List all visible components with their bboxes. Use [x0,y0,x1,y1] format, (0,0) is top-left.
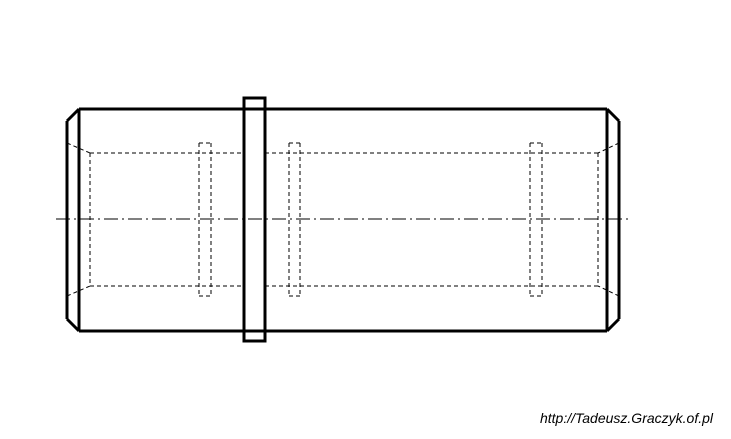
credit-url: http://Tadeusz.Graczyk.of.pl [539,410,713,426]
groove-1 [198,142,212,297]
left-chamfer-bottom [65,317,81,333]
groove-2 [288,142,301,297]
cylinder-body [77,107,609,333]
left-chamfer [65,107,81,333]
right-chamfer [605,107,621,333]
bore-chamfer-bottom-right [597,285,620,297]
left-chamfer-top [65,107,81,123]
right-chamfer-bottom [605,317,621,333]
bore-chamfer-top-right [597,142,620,154]
right-chamfer-top [605,107,621,123]
groove-3 [529,142,543,297]
